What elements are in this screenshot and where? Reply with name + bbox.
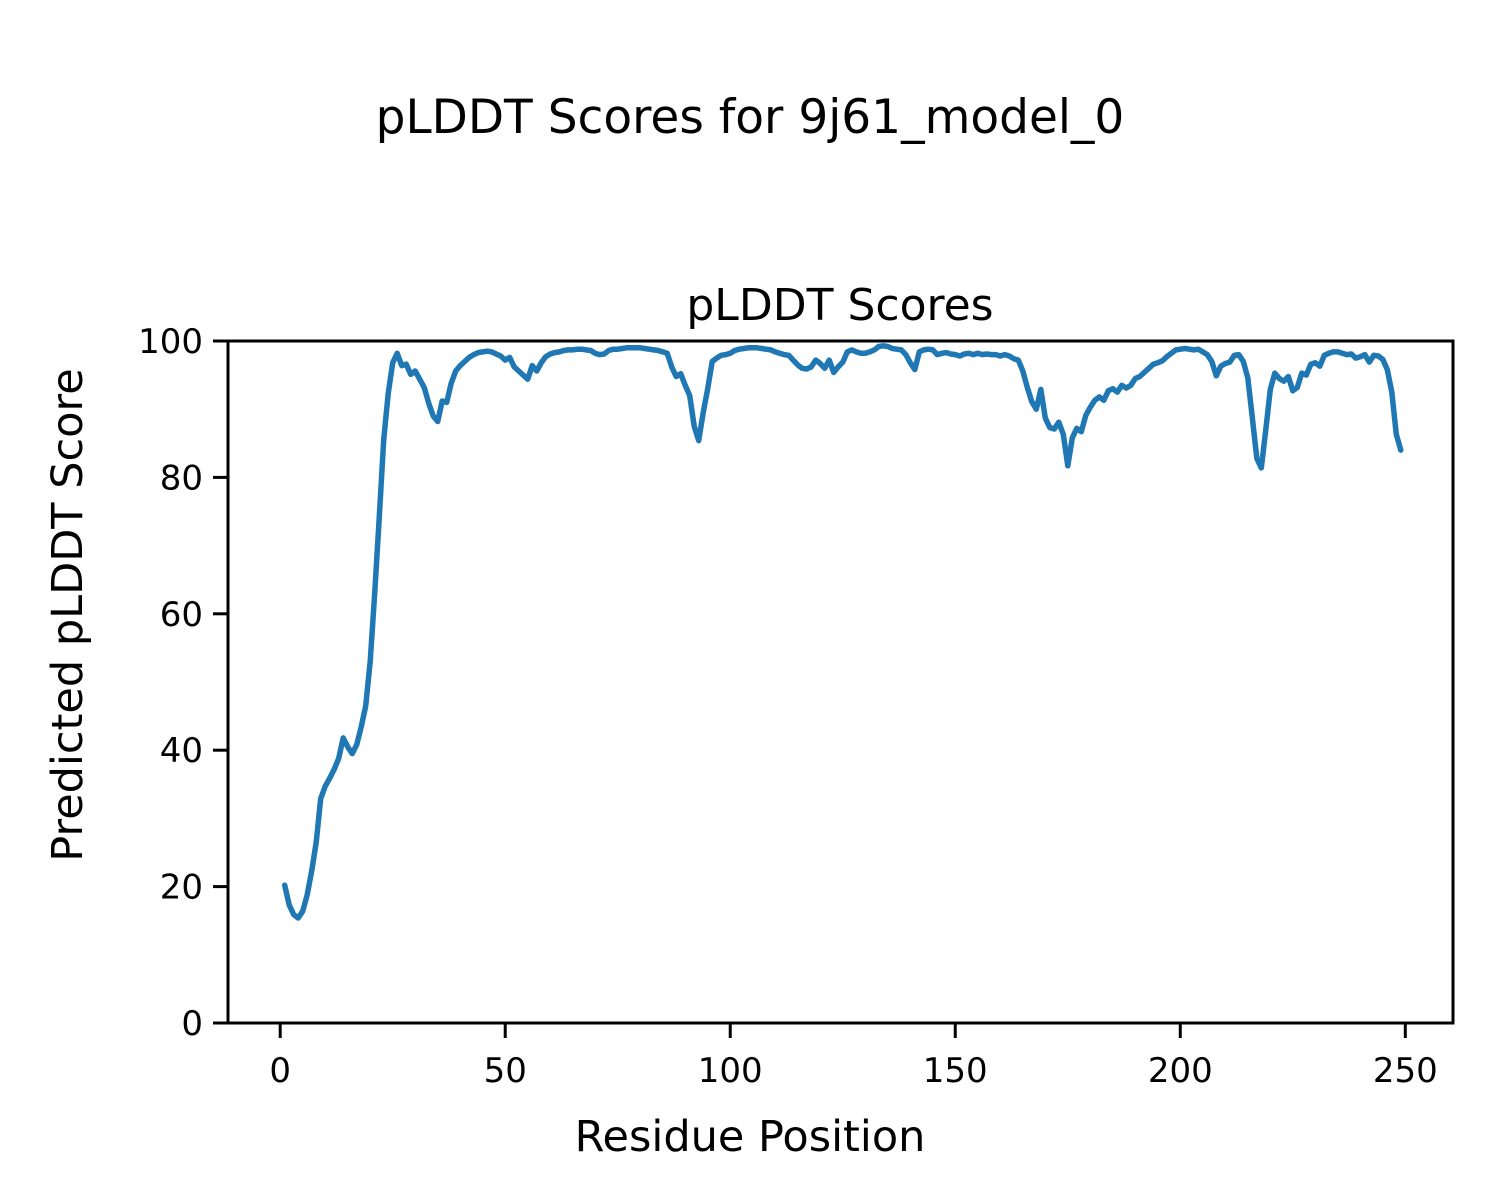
x-tick-label: 200 — [1148, 1051, 1213, 1091]
axes-title: pLDDT Scores — [686, 280, 993, 331]
y-tick-label: 100 — [138, 322, 203, 362]
x-tick-label: 250 — [1373, 1051, 1438, 1091]
x-tick-label: 50 — [484, 1051, 527, 1091]
y-tick-label: 20 — [160, 868, 203, 908]
x-axis-label: Residue Position — [575, 1112, 926, 1162]
x-axis-ticks: 0 50 100 150 200 250 — [269, 1023, 1438, 1091]
y-tick-label: 60 — [160, 595, 203, 635]
x-tick-label: 0 — [269, 1051, 291, 1091]
plddt-series-line — [281, 343, 1404, 921]
y-axis-label: Predicted pLDDT Score — [43, 368, 93, 861]
x-tick-label: 150 — [923, 1051, 988, 1091]
y-tick-label: 0 — [181, 1004, 203, 1044]
y-tick-label: 80 — [160, 458, 203, 498]
figure-suptitle: pLDDT Scores for 9j61_model_0 — [376, 90, 1125, 145]
x-tick-label: 100 — [698, 1051, 763, 1091]
y-axis-ticks: 0 20 40 60 80 100 — [138, 322, 228, 1044]
y-tick-label: 40 — [160, 731, 203, 771]
plot-border — [226, 339, 1455, 1025]
